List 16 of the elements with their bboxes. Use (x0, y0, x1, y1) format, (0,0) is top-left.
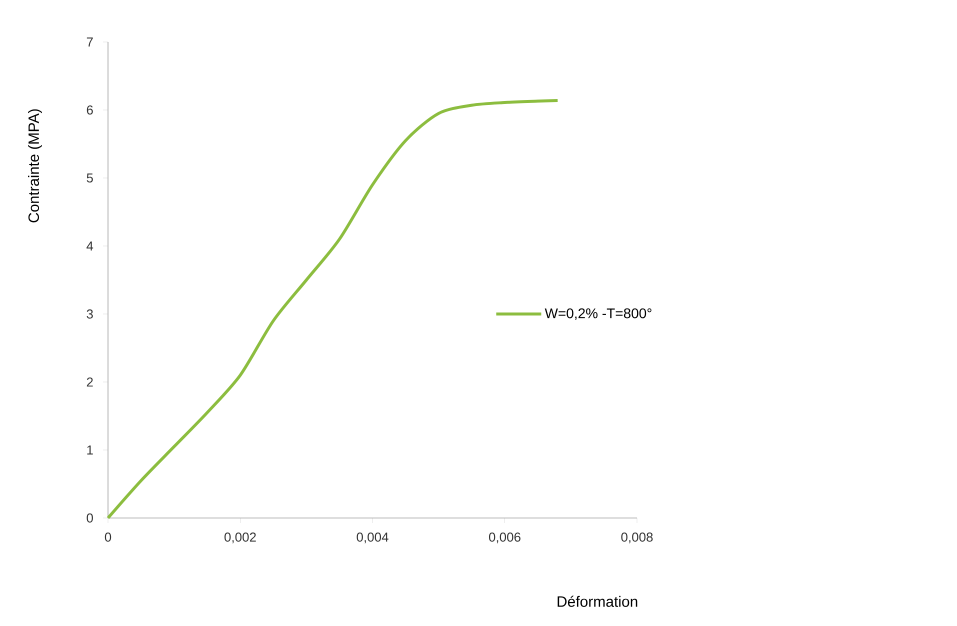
x-axis-title: Déformation (558, 596, 638, 607)
y-tick-label: 2 (86, 377, 93, 387)
x-tick-label: 0,006 (488, 532, 520, 544)
y-tick-label: 3 (86, 309, 93, 319)
y-tick-label: 5 (86, 173, 93, 183)
x-tick-label: 0,002 (224, 532, 256, 544)
y-tick-label: 7 (86, 38, 93, 46)
y-tick-label: 1 (87, 446, 93, 454)
y-axis-title: Contrainte (MPA) (28, 109, 42, 222)
x-tick-label: 0,004 (356, 532, 388, 544)
y-tick-label: 6 (86, 105, 93, 115)
x-tick-label: 0 (104, 532, 112, 542)
x-tick-label: 0,008 (621, 532, 653, 544)
y-tick-label: 4 (86, 242, 94, 250)
y-tick-label: 0 (86, 513, 93, 523)
legend-label: W=0,2% -T=800° (544, 308, 652, 320)
